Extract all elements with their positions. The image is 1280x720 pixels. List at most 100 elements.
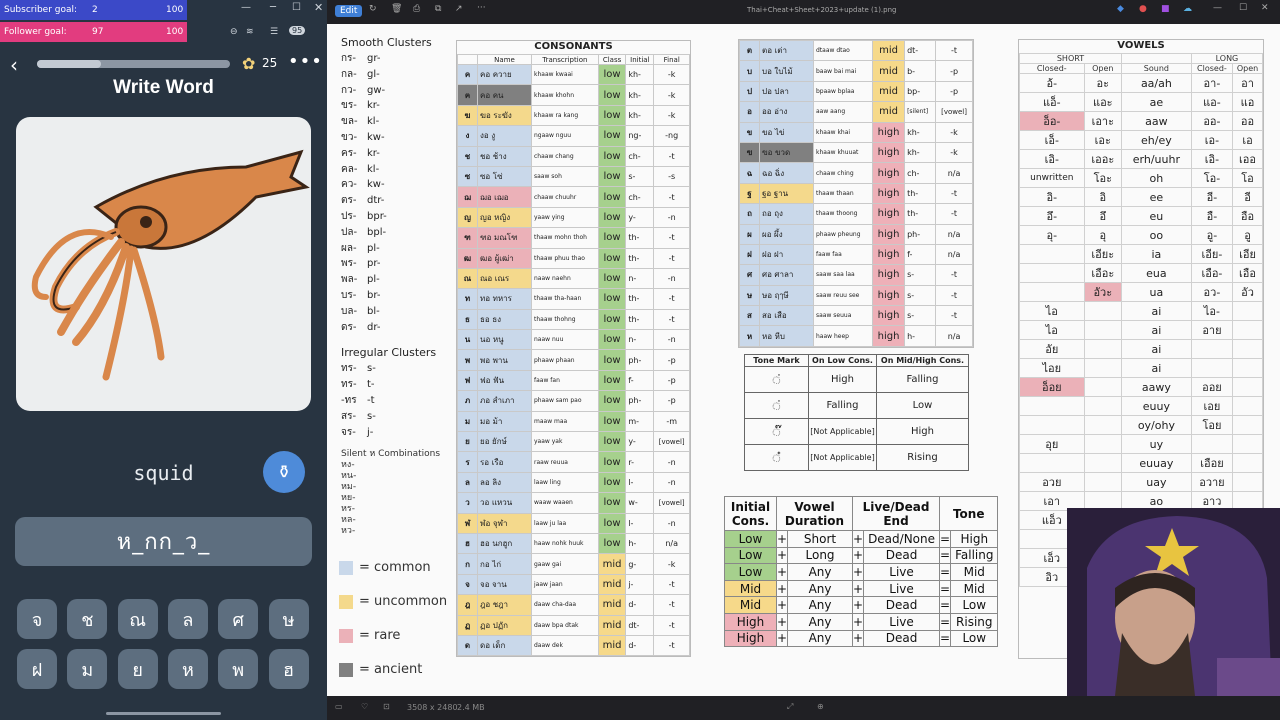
consonant-final: -p — [653, 349, 690, 371]
more-icon[interactable]: ··· — [477, 3, 486, 13]
op-equals: = — [939, 612, 952, 631]
consonant-row: ถถอ ถุง thaaw thoong high th- -t — [739, 203, 973, 225]
vowel-short-closed: ไอย — [1019, 358, 1085, 378]
edit-button[interactable]: Edit — [335, 5, 363, 17]
cluster-thai: คว- — [341, 179, 357, 191]
tone-mark-symbol: ◌่ — [744, 392, 809, 419]
print-icon[interactable]: ⎙ — [413, 4, 421, 14]
consonant-name: ลอ ลิง — [477, 471, 532, 494]
keyboard-key[interactable]: พ — [218, 649, 259, 689]
favorite-icon[interactable]: ♡ — [361, 702, 369, 711]
tone-rule-row: High + Any + Dead = Low — [724, 629, 999, 648]
keyboard-key[interactable]: ณ — [117, 599, 158, 639]
info-icon[interactable]: ▭ — [335, 702, 343, 711]
close-button[interactable]: ✕ — [1261, 3, 1269, 13]
keyboard-key[interactable]: ช — [67, 599, 108, 639]
maximize-button[interactable]: ☐ — [1239, 3, 1248, 13]
fit-icon[interactable]: ⤢ — [787, 702, 794, 711]
hint-jar-button[interactable]: ⚱ — [263, 451, 305, 493]
keyboard-key[interactable]: ฝ — [17, 649, 57, 689]
consonant-initial: kh- — [625, 63, 655, 86]
consonant-letter: ฒ — [457, 247, 478, 269]
vowel-row: อัย ai — [1019, 339, 1263, 359]
keyboard-key[interactable]: ศ — [218, 599, 259, 639]
legend-label: = uncommon — [359, 594, 448, 609]
consonant-name: บอ ใบไม้ — [759, 60, 814, 82]
window-minimize-button[interactable]: — — [241, 2, 251, 13]
back-arrow-icon[interactable]: ‹ — [10, 53, 18, 77]
legend-label: = common — [359, 560, 431, 575]
smooth-clusters-title: Smooth Clusters — [341, 36, 432, 49]
consonant-class: high — [872, 305, 906, 327]
keyboard-key[interactable]: ล — [167, 599, 208, 639]
status-minus-icon: ⊖ — [230, 27, 238, 37]
header-cell: Class — [597, 54, 627, 65]
consonant-initial: kh- — [625, 84, 655, 106]
consonant-final: -t — [935, 264, 973, 286]
consonant-class: low — [597, 471, 627, 494]
consonant-row: ฒฒอ ผู้เฒ่า thaaw phuu thao low th- -t — [457, 247, 690, 269]
vowel-long-open — [1232, 358, 1263, 378]
delete-icon[interactable]: 🗑 — [391, 4, 403, 14]
more-menu-icon[interactable]: ••• — [288, 51, 323, 72]
keyboard-key[interactable]: ม — [67, 649, 108, 689]
vowel-short-closed: ไอ — [1019, 320, 1085, 340]
zoom-icon[interactable]: ⊕ — [817, 702, 824, 711]
app-icon-2[interactable]: ● — [1139, 4, 1147, 14]
vowel-short-open — [1083, 396, 1122, 416]
subscriber-goal-current: 2 — [92, 5, 98, 15]
consonant-letter: ห — [739, 325, 760, 347]
share-icon[interactable]: ↗ — [455, 4, 463, 14]
rotate-icon[interactable]: ↻ — [369, 4, 377, 14]
consonant-name: นอ หนู — [477, 329, 532, 351]
legend-item: = common — [339, 560, 431, 575]
keyboard-key[interactable]: ษ — [268, 599, 309, 639]
consonant-class: high — [872, 223, 906, 245]
answer-box[interactable]: ห_กก_ว_ — [15, 517, 312, 566]
rule-initial: Low — [724, 530, 777, 548]
consonant-letter: ต — [739, 39, 760, 62]
rule-ending: Dead/None — [863, 530, 941, 548]
keyboard-key[interactable]: ย — [117, 649, 158, 689]
keyboard-key[interactable]: จ — [17, 599, 57, 639]
consonant-row: ฌฌอ เฌอ chaaw chuuhr low ch- -t — [457, 186, 690, 208]
keyboard-key[interactable]: ฮ — [268, 649, 309, 689]
page-title: Write Word — [113, 77, 214, 98]
window-maximize-button[interactable]: ☐ — [292, 2, 301, 13]
silent-combo: หล- — [341, 515, 356, 526]
vowel-long-closed: เอีย- — [1190, 244, 1234, 264]
cluster-item: จร-j- — [341, 425, 440, 441]
image-viewer: Edit ↻ 🗑 ⎙ ⧉ ↗ ··· Thai+Cheat+Sheet+2023… — [327, 0, 1280, 720]
vowel-long-open: อือ — [1232, 206, 1263, 226]
op-plus: + — [851, 530, 865, 548]
rule-tone: Rising — [950, 612, 999, 631]
window-close-button[interactable]: ✕ — [314, 1, 324, 14]
op-equals: = — [939, 579, 952, 598]
consonant-initial: th- — [625, 247, 655, 269]
cloud-icon[interactable]: ☁ — [1183, 4, 1192, 14]
rule-initial: Low — [724, 546, 777, 565]
consonant-initial: [silent] — [904, 101, 937, 123]
minimize-button[interactable]: — — [1213, 3, 1222, 13]
window-pin-button[interactable]: ─ — [270, 2, 277, 13]
vowel-short-open: อิ — [1083, 187, 1122, 207]
vowel-sound: ai — [1120, 320, 1192, 340]
consonant-row: นนอ หนู naaw nuu low n- -n — [457, 329, 690, 351]
vowel-short-open: เอะ — [1083, 130, 1122, 150]
app-icon-3[interactable]: ■ — [1161, 4, 1170, 14]
consonant-letter: น — [457, 329, 478, 351]
tone-rule-row: Low + Long + Dead = Falling — [724, 546, 999, 565]
consonant-letter: ป — [739, 80, 760, 103]
consonant-final: -t — [653, 573, 690, 596]
app-icon-1[interactable]: ◆ — [1117, 4, 1124, 14]
consonant-letter: ฬ — [457, 512, 478, 534]
crop-icon[interactable]: ⧉ — [435, 4, 442, 14]
consonant-row: ดดอ เด็ก daaw dek mid d- -t — [457, 634, 690, 657]
vowel-long-open — [1232, 339, 1263, 359]
vowel-short-open: เออะ — [1083, 149, 1122, 169]
dimensions-icon: ⊡ — [383, 702, 390, 711]
op-equals: = — [939, 546, 952, 565]
consonant-row: ททอ ทหาร thaaw tha-haan low th- -t — [457, 288, 690, 310]
op-plus: + — [775, 530, 789, 548]
keyboard-key[interactable]: ห — [167, 649, 208, 689]
